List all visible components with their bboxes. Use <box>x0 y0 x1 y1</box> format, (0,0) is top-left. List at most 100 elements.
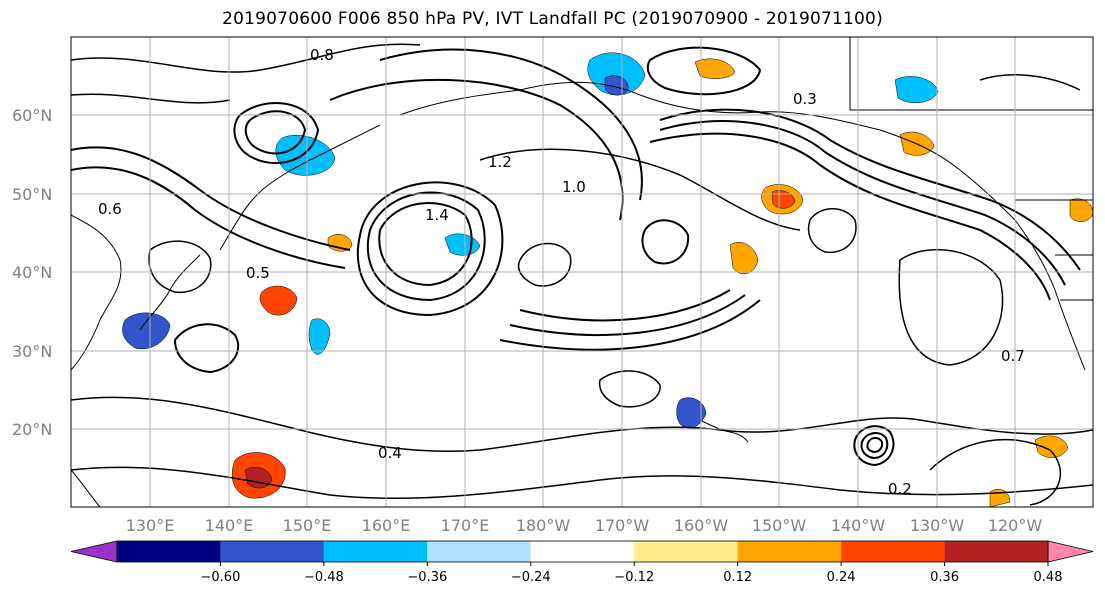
contour-line <box>71 146 351 251</box>
colorbar-tick-label: 0.12 <box>723 570 752 585</box>
shade-blob <box>275 134 336 176</box>
coastline <box>219 124 381 251</box>
contour-line <box>71 166 346 269</box>
contour-line <box>598 370 661 408</box>
colorbar-segment <box>634 541 738 562</box>
contour-label: 1.2 <box>488 153 512 171</box>
coastline <box>71 214 122 371</box>
lon-label: 140°E <box>205 516 254 535</box>
contour-label: 0.2 <box>888 480 912 498</box>
contour-labels: 0.2 0.3 0.4 0.5 0.6 0.7 0.8 1.0 1.2 1.4 <box>98 46 1025 498</box>
contour-line <box>979 74 1081 91</box>
contour-label: 0.8 <box>310 46 334 64</box>
contour-line <box>509 294 746 336</box>
pv-contour-layer <box>71 46 1081 467</box>
colorbar-segment <box>323 541 428 562</box>
colorbar-tick-label: −0.48 <box>304 570 344 585</box>
lon-label: 130°W <box>910 516 965 535</box>
contour-line <box>898 248 1004 366</box>
colorbar-tick-label: −0.36 <box>407 570 447 585</box>
colorbar-extend-low <box>70 540 118 563</box>
contour-label: 1.0 <box>562 178 586 196</box>
contour-label: 0.4 <box>378 444 402 462</box>
pv-contour-thin-layer <box>71 43 1093 506</box>
contour-line <box>641 219 690 265</box>
colorbar-tick-label: −0.24 <box>511 570 551 585</box>
map-title: 2019070600 F006 850 hPa PV, IVT Landfall… <box>222 9 883 29</box>
lat-labels: 60°N 50°N 40°N 30°N 20°N <box>12 106 52 439</box>
coastline <box>399 81 881 131</box>
contour-line <box>659 120 1066 286</box>
lat-label: 20°N <box>12 420 52 439</box>
lat-label: 50°N <box>12 185 52 204</box>
colorbar-extend-high <box>1047 540 1094 563</box>
contour-line <box>929 438 1061 506</box>
colorbar-tick-label: 0.24 <box>827 570 856 585</box>
contour-line <box>479 148 801 231</box>
lon-label: 120°W <box>988 516 1043 535</box>
colorbar-tick-label: 0.48 <box>1034 570 1063 585</box>
contour-line <box>173 323 240 374</box>
contour-line <box>379 48 643 201</box>
contour-line <box>71 396 1093 453</box>
contour-line <box>519 289 731 322</box>
colorbar-tick-label: −0.12 <box>614 570 654 585</box>
contour-label: 1.4 <box>425 206 449 224</box>
colorbar-segment <box>427 541 531 562</box>
contour-line <box>244 110 307 155</box>
contour-line <box>71 466 1093 500</box>
colorbar-segment <box>737 541 842 562</box>
contour-line <box>646 46 762 96</box>
contour-line <box>71 93 231 104</box>
lon-label: 140°W <box>831 516 886 535</box>
contour-line <box>517 242 572 287</box>
contour-label: 0.3 <box>793 90 817 108</box>
colorbar: −0.60 −0.48 −0.36 −0.24 −0.12 0.12 0.24 0.36 0.4… <box>70 540 1094 585</box>
lat-label: 30°N <box>12 342 52 361</box>
coastline <box>71 469 101 507</box>
contour-line <box>148 240 212 294</box>
lon-label: 170°E <box>441 516 490 535</box>
pv-shading-layer <box>122 52 1093 507</box>
map-frame <box>70 36 1094 508</box>
lon-label: 160°E <box>362 516 411 535</box>
colorbar-tick-label: 0.36 <box>930 570 959 585</box>
shade-blob <box>894 76 939 104</box>
contour-line <box>329 78 624 221</box>
colorbar-segment <box>220 541 324 562</box>
contour-line <box>378 202 473 287</box>
colorbar-segment <box>530 541 635 562</box>
colorbar-segment <box>117 541 221 562</box>
coastline <box>699 419 749 443</box>
shade-blob <box>771 190 796 209</box>
contour-label: 0.7 <box>1001 347 1025 365</box>
colorbar-tick-label: −0.60 <box>201 570 241 585</box>
lon-label: 160°W <box>674 516 729 535</box>
contour-line <box>499 299 761 351</box>
lon-label: 170°W <box>595 516 650 535</box>
contour-line <box>807 208 857 254</box>
contour-label: 0.5 <box>246 264 270 282</box>
contour-line <box>860 432 889 460</box>
contour-line <box>71 43 421 73</box>
contour-line <box>233 102 320 165</box>
lon-label: 130°E <box>126 516 175 535</box>
colorbar-frame <box>116 540 1049 563</box>
graticule <box>71 37 1093 507</box>
lat-label: 40°N <box>12 263 52 282</box>
coastline <box>849 37 1093 111</box>
contour-line <box>659 108 1081 271</box>
lon-label: 180°W <box>516 516 571 535</box>
colorbar-segment <box>841 541 945 562</box>
shade-blob <box>694 58 736 79</box>
colorbar-segment <box>944 541 1048 562</box>
lon-label: 150°W <box>752 516 807 535</box>
contour-label: 0.6 <box>98 200 122 218</box>
lon-labels: 130°E 140°E 150°E 160°E 170°E 180°W 170°… <box>126 516 1043 535</box>
coastline <box>139 254 201 331</box>
contour-line <box>356 181 504 317</box>
shade-blob <box>308 318 331 355</box>
shade-blob <box>259 285 298 316</box>
lon-label: 150°E <box>283 516 332 535</box>
